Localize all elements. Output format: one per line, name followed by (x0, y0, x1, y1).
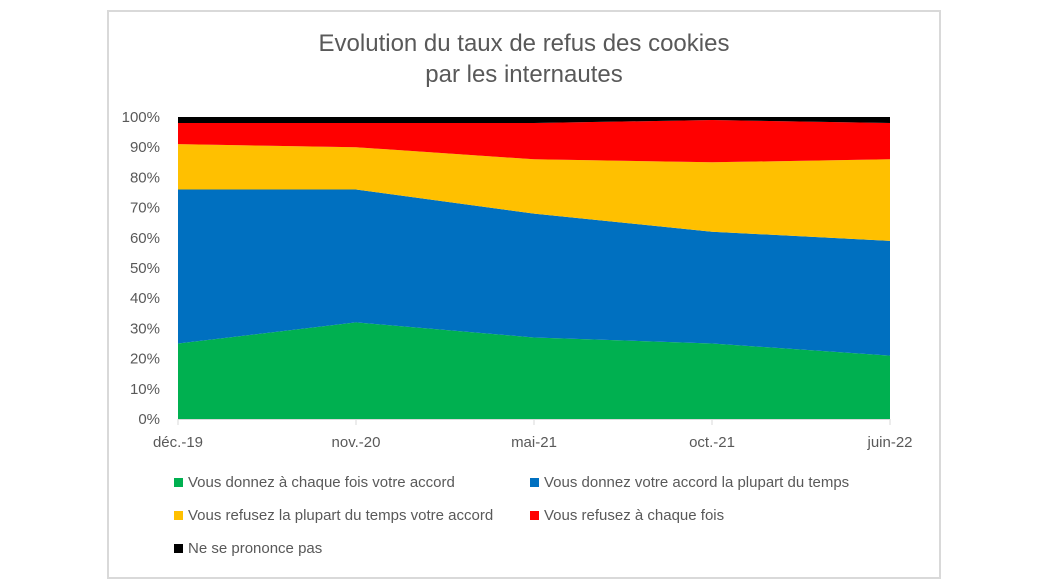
legend-label: Vous refusez à chaque fois (544, 507, 725, 524)
y-tick-label: 50% (130, 260, 160, 277)
area-series-1 (178, 189, 890, 356)
x-tick-label: juin-22 (866, 434, 912, 451)
y-tick-label: 80% (130, 169, 160, 186)
legend-item: Vous refusez à chaque fois (530, 507, 724, 524)
x-tick-label: nov.-20 (332, 434, 381, 451)
area-series-2 (178, 144, 890, 241)
y-tick-label: 0% (138, 411, 160, 428)
legend-swatch-icon (530, 478, 539, 487)
y-tick-label: 60% (130, 230, 160, 247)
legend-item: Vous refusez la plupart du temps votre a… (174, 507, 493, 524)
legend-swatch-icon (174, 511, 183, 520)
legend-label: Vous refusez la plupart du temps votre a… (188, 507, 494, 524)
legend-swatch-icon (174, 544, 183, 553)
legend-label: Ne se prononce pas (188, 540, 323, 557)
legend-item: Vous donnez votre accord la plupart du t… (530, 474, 849, 491)
chart-title: Evolution du taux de refus des cookies p… (107, 28, 941, 90)
x-tick-label: déc.-19 (153, 434, 203, 451)
area-series-3 (178, 120, 890, 163)
legend-label: Vous donnez à chaque fois votre accord (188, 474, 455, 491)
stacked-areas (178, 117, 890, 419)
legend-swatch-icon (174, 478, 183, 487)
y-tick-label: 10% (130, 381, 160, 398)
area-series-4 (178, 117, 890, 124)
legend-swatch-icon (530, 511, 539, 520)
y-tick-label: 30% (130, 320, 160, 337)
y-tick-label: 40% (130, 290, 160, 307)
y-tick-label: 90% (130, 139, 160, 156)
y-tick-label: 20% (130, 351, 160, 368)
x-tick-label: oct.-21 (689, 434, 735, 451)
chart-title-line-1: Evolution du taux de refus des cookies (318, 30, 730, 57)
chart-title-line-2: par les internautes (425, 61, 623, 88)
y-axis: 0% 10% 20% 30% 40% 50% 60% 70% 80% 90% 100% (122, 109, 160, 428)
x-axis: déc.-19 nov.-20 mai-21 oct.-21 juin-22 (153, 419, 913, 451)
y-tick-label: 100% (122, 109, 160, 126)
y-tick-label: 70% (130, 200, 160, 217)
legend-label: Vous donnez votre accord la plupart du t… (544, 474, 850, 491)
legend-item: Vous donnez à chaque fois votre accord (174, 474, 455, 491)
x-tick-label: mai-21 (511, 434, 557, 451)
area-series-0 (178, 322, 890, 419)
legend-item: Ne se prononce pas (174, 540, 322, 557)
